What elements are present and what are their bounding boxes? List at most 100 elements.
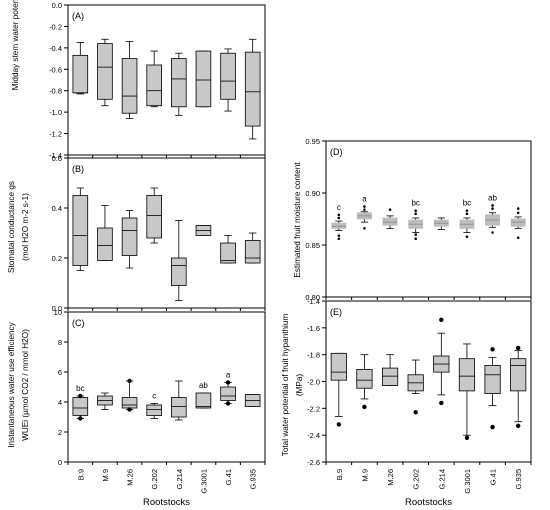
box-m26 [121,378,138,412]
box-g935 [244,394,261,407]
y-tick-label: 6 [58,368,62,377]
outlier-point [337,234,341,237]
x-tick-label: G.3001 [463,469,472,494]
box-g202 [146,187,162,244]
x-tick-label: G.41 [489,469,498,485]
significance-letter: bc [76,384,84,393]
y-tick-label: -0.8 [49,87,62,96]
panel-label: (B) [72,164,84,174]
box-iqr [121,217,138,256]
y-tick-label: 0.95 [305,137,320,146]
box-m9 [356,354,373,410]
box-m26 [121,210,138,269]
box-g41: a [220,371,236,406]
y-tick-label: -1.4 [307,297,320,306]
box-g935 [244,232,261,264]
box-iqr [220,386,236,401]
box-iqr [220,242,236,264]
y-tick-label: -2.2 [307,404,320,413]
box-g41: ab [485,193,501,234]
y-tick-label: -1.4 [49,151,62,160]
outlier-point [336,422,342,427]
outlier-point [516,207,520,210]
outlier-point [515,345,521,351]
plot-frame [325,140,532,298]
panel-d: (D) 0.80 0.85 0.90 0.95 Estimated fruit moist… [293,137,532,302]
x-tick-label: M.9 [101,469,110,482]
outlier-point [465,235,469,238]
y-axis-title: (MPa) [295,374,304,397]
y-axis-title: (mol H2O m-2 s-1) [21,193,30,261]
box-iqr [382,217,398,226]
y-tick-label: -2.0 [307,378,320,387]
box-m9 [97,38,113,107]
box-g214 [171,380,187,421]
y-tick-label: 0.90 [305,189,320,198]
panel-label: (E) [330,307,342,317]
outlier-point [362,404,367,410]
box-m9 [97,392,113,410]
y-axis-title: Stomatal conductance gs [7,181,16,273]
box-iqr [510,218,526,227]
panel-a: (A) 0.0 -0.2 -0.4 -0.6 -0.8 -1.0 -1.2 -1.4 Midday… [11,0,266,160]
x-tick-label: M.26 [126,469,135,486]
significance-letter: bc [411,199,419,208]
significance-letter: a [226,371,231,380]
y-tick-label: 0.0 [52,304,62,313]
box-m9 [97,205,113,261]
outlier-point [491,231,494,234]
box-iqr [97,227,113,261]
outlier-point [337,216,341,220]
box-iqr [220,52,236,100]
outlier-point [491,204,494,207]
y-tick-label: 0.6 [52,154,62,163]
significance-letter: bc [463,199,471,208]
outlier-point [363,227,366,230]
y-tick-label: -1.6 [307,324,320,333]
outlier-point [414,212,417,216]
box-g202: bc [408,199,424,241]
box-g935 [510,345,527,428]
y-tick-label: -0.2 [49,22,62,31]
outlier-point [439,317,444,322]
box-g202: c [146,392,162,419]
box-g202 [146,50,162,108]
outlier-point [439,400,444,406]
y-tick-label: 0.0 [52,1,62,10]
y-axis-title: Midday stem water potential (MPa) [11,0,20,90]
y-tick-label: -1.0 [49,108,62,117]
box-g214 [433,217,449,230]
outlier-point [225,380,231,385]
outlier-point [516,236,520,240]
outlier-point [465,212,469,216]
x-tick-label: G.202 [412,469,421,489]
significance-letter: c [337,203,341,212]
box-m26 [382,208,398,229]
box-g202 [407,359,424,415]
box-iqr [146,404,162,416]
outlier-point [414,209,417,212]
y-tick-label: 0.85 [305,241,320,250]
box-iqr [484,364,501,394]
y-tick-label: 4 [58,398,62,407]
x-tick-label: G.41 [224,469,233,485]
y-tick-label: 0.4 [52,204,62,213]
y-tick-label: -0.4 [49,44,62,53]
outlier-point [78,393,83,399]
box-iqr [330,352,347,381]
y-tick-label: 0.2 [52,254,62,263]
panel-label: (C) [72,318,85,328]
outlier-point [337,237,341,241]
box-g3001: bc [459,199,475,238]
x-tick-label: G.935 [249,469,258,489]
outlier-point [515,423,521,428]
box-iqr [121,397,138,409]
outlier-point [337,213,341,217]
outlier-point [413,410,418,415]
outlier-point [127,378,132,384]
panel-label: (A) [72,11,84,21]
box-iqr [195,50,212,108]
y-tick-label: 0.80 [305,293,320,302]
outlier-point [490,424,495,430]
box-g3001 [458,343,476,441]
